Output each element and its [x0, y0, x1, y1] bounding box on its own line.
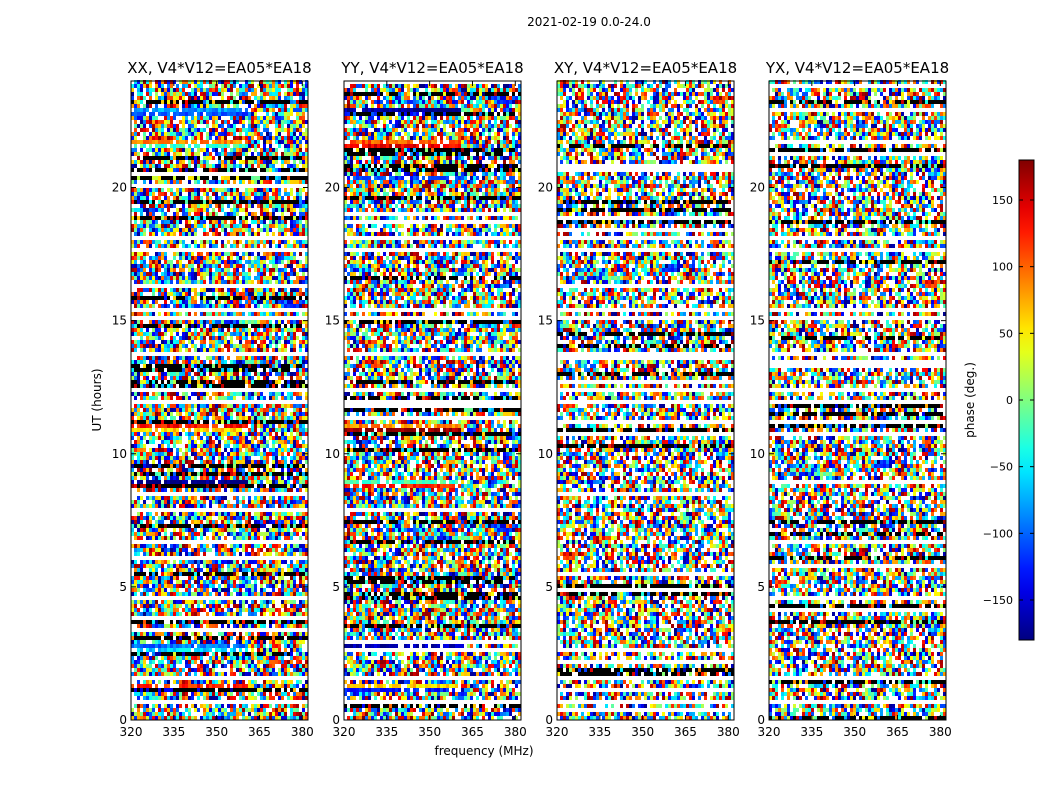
x-tick-label: 380	[291, 725, 314, 739]
panels: XX, V4*V12=EA05*EA18 320 335 350 365 380 0 5 10 1…	[112, 59, 952, 739]
panel-title: YX, V4*V12=EA05*EA18	[765, 59, 949, 77]
y-tick-label: 15	[750, 314, 765, 328]
panel-title: XX, V4*V12=EA05*EA18	[127, 59, 311, 77]
x-tick-label: 350	[418, 725, 441, 739]
x-tick-label: 365	[461, 725, 484, 739]
x-tick-label: 335	[800, 725, 823, 739]
x-tick-label: 365	[248, 725, 271, 739]
y-tick-label: 5	[757, 580, 765, 594]
panel-yy: YY, V4*V12=EA05*EA18 320 335 350 365 380 0 5 10 1…	[325, 59, 527, 739]
y-tick-label: 10	[750, 447, 765, 461]
panel-yx: YX, V4*V12=EA05*EA18 320 335 350 365 380 0 5 10 1…	[750, 59, 952, 739]
figure-title: 2021-02-19 0.0-24.0	[527, 15, 651, 29]
phase-heatmap	[769, 80, 946, 720]
phase-heatmap	[131, 80, 308, 720]
x-axis-label: frequency (MHz)	[434, 744, 533, 758]
y-tick-label: 20	[112, 181, 127, 195]
y-tick-label: 0	[332, 713, 340, 727]
x-tick-label: 320	[333, 725, 356, 739]
y-tick-label: 20	[750, 181, 765, 195]
y-tick-label: 0	[757, 713, 765, 727]
x-tick-label: 320	[758, 725, 781, 739]
panel-xy: XY, V4*V12=EA05*EA18 320 335 350 365 380 0 5 10 1…	[538, 59, 740, 739]
panel-title: YY, V4*V12=EA05*EA18	[340, 59, 523, 77]
panel-frame	[768, 80, 947, 721]
panel-xx: XX, V4*V12=EA05*EA18 320 335 350 365 380 0 5 10 1…	[112, 59, 314, 739]
y-tick-label: 5	[332, 580, 340, 594]
x-tick-label: 320	[120, 725, 143, 739]
panel-title: XY, V4*V12=EA05*EA18	[554, 59, 737, 77]
y-tick-label: 10	[112, 447, 127, 461]
panel-frame	[556, 80, 735, 721]
y-tick-label: 0	[545, 713, 553, 727]
x-tick-label: 380	[717, 725, 740, 739]
colorbar-label: phase (deg.)	[963, 362, 977, 438]
x-tick-label: 350	[631, 725, 654, 739]
colorbar-tick-label: −150	[983, 594, 1013, 607]
y-tick-label: 10	[538, 447, 553, 461]
colorbar-tick-label: −50	[990, 461, 1013, 474]
x-tick-label: 365	[886, 725, 909, 739]
y-tick-label: 15	[538, 314, 553, 328]
x-tick-label: 365	[674, 725, 697, 739]
y-tick-label: 20	[538, 181, 553, 195]
y-tick-label: 10	[325, 447, 340, 461]
x-tick-label: 335	[588, 725, 611, 739]
x-tick-label: 320	[546, 725, 569, 739]
panel-frame	[130, 80, 309, 721]
colorbar-tick-label: 150	[992, 194, 1013, 207]
x-tick-label: 350	[205, 725, 228, 739]
x-tick-label: 335	[162, 725, 185, 739]
y-tick-label: 0	[119, 713, 127, 727]
phase-heatmap	[344, 84, 521, 720]
y-tick-label: 20	[325, 181, 340, 195]
panel-frame	[343, 80, 522, 721]
colorbar-tick-label: 0	[1006, 394, 1013, 407]
x-tick-label: 335	[375, 725, 398, 739]
x-tick-label: 350	[843, 725, 866, 739]
y-tick-label: 5	[119, 580, 127, 594]
colorbar-tick-label: 100	[992, 261, 1013, 274]
phase-heatmap	[557, 80, 734, 720]
colorbar-tick-label: −100	[983, 527, 1013, 540]
y-tick-label: 15	[112, 314, 127, 328]
y-tick-label: 15	[325, 314, 340, 328]
y-axis-label: UT (hours)	[90, 368, 104, 431]
x-tick-label: 380	[504, 725, 527, 739]
y-tick-label: 5	[545, 580, 553, 594]
colorbar: −150 −100 −50 0 50 100 150	[983, 159, 1035, 641]
x-tick-label: 380	[929, 725, 952, 739]
colorbar-tick-label: 50	[999, 327, 1013, 340]
